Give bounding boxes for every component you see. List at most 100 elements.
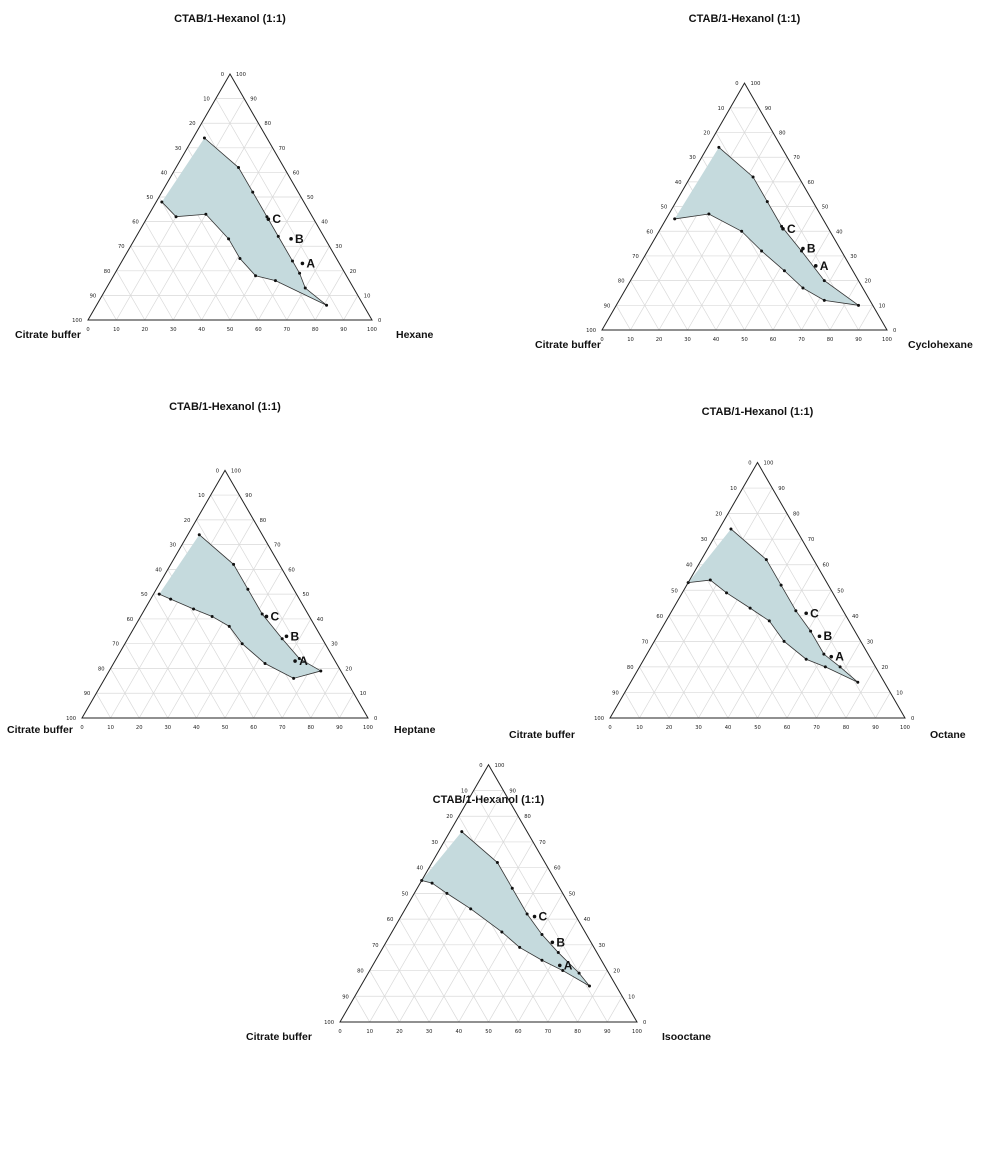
tick-label-bottom: 100	[882, 337, 892, 343]
vertex-label-right: Heptane	[394, 724, 436, 736]
grid-line	[215, 98, 344, 321]
tick-label-left: 80	[98, 666, 105, 672]
point-c	[781, 227, 785, 231]
boundary-point	[804, 657, 808, 661]
boundary-point	[169, 597, 173, 601]
tick-label-left: 60	[656, 614, 663, 620]
grid-line	[369, 970, 400, 1023]
tick-label-bottom: 70	[279, 725, 286, 731]
tick-label-left: 50	[671, 588, 678, 594]
tick-label-right: 40	[852, 614, 859, 620]
grid-line	[138, 618, 197, 719]
boundary-point	[445, 891, 449, 895]
phase-boundary-line	[688, 528, 859, 683]
tick-label-right: 50	[303, 592, 310, 598]
tick-label-left: 30	[689, 155, 696, 161]
chart-title: CTAB/1-Hexanol (1:1)	[433, 794, 545, 806]
point-label-a: A	[306, 256, 315, 270]
tick-label-right: 40	[321, 220, 328, 226]
tick-label-bottom: 90	[340, 327, 347, 333]
boundary-point	[838, 665, 842, 669]
microemulsion-region	[159, 534, 321, 679]
grid-line	[95, 693, 111, 719]
tick-label-bottom: 30	[684, 337, 691, 343]
tick-label-right: 10	[628, 994, 635, 1000]
tick-label-left: 50	[146, 195, 153, 201]
tick-label-left: 80	[357, 969, 364, 975]
grid-line	[413, 893, 489, 1023]
boundary-point	[227, 624, 231, 628]
grid-line	[639, 666, 670, 719]
boundary-point	[469, 907, 473, 911]
grid-line	[672, 206, 745, 331]
point-a	[293, 659, 297, 663]
tick-label-left: 90	[90, 293, 97, 299]
tick-label-right: 90	[778, 486, 785, 492]
point-label-b: B	[295, 232, 304, 246]
grid-line	[858, 305, 874, 331]
boundary-point	[290, 259, 294, 263]
point-label-c: C	[270, 609, 279, 623]
grid-line	[343, 295, 359, 321]
tick-label-bottom: 0	[600, 337, 603, 343]
tick-label-left: 90	[84, 691, 91, 697]
point-a	[813, 264, 818, 268]
tick-label-bottom: 10	[627, 337, 634, 343]
tick-label-bottom: 10	[366, 1029, 373, 1035]
tick-label-left: 90	[604, 303, 611, 309]
tick-label-bottom: 70	[813, 725, 820, 731]
tick-label-right: 20	[882, 665, 889, 671]
microemulsion-region	[421, 831, 590, 986]
tick-label-right: 70	[793, 155, 800, 161]
ternary-panel-hexane: CTAB/1-Hexanol (1:1) 0 0 0 10 10 10 20 20 20 30 30 3…	[15, 13, 433, 341]
boundary-point	[587, 984, 591, 988]
tick-label-right: 10	[879, 303, 886, 309]
tick-label-bottom: 0	[338, 1029, 341, 1035]
grid-line	[488, 893, 564, 1023]
point-label-c: C	[810, 606, 819, 620]
tick-label-bottom: 0	[80, 725, 83, 731]
tick-label-right: 20	[345, 666, 352, 672]
point-label-c: C	[272, 212, 281, 226]
tick-label-left: 70	[118, 244, 125, 250]
triangle-outline	[601, 82, 888, 331]
tick-label-bottom: 50	[754, 725, 761, 731]
boundary-point	[197, 533, 201, 537]
tick-label-left: 100	[586, 328, 596, 334]
tick-label-bottom: 40	[713, 337, 720, 343]
boundary-point	[800, 249, 803, 253]
boundary-point	[174, 215, 178, 219]
tick-label-right: 0	[378, 318, 381, 324]
tick-label-right: 0	[893, 328, 896, 334]
boundary-point	[325, 303, 329, 307]
tick-label-left: 0	[221, 72, 224, 78]
tick-label-bottom: 40	[455, 1029, 462, 1035]
tick-label-bottom: 40	[193, 725, 200, 731]
point-label-a: A	[564, 958, 573, 972]
tick-label-left: 10	[198, 493, 205, 499]
tick-label-right: 90	[765, 106, 772, 112]
tick-label-bottom: 50	[227, 327, 234, 333]
triangle-outline	[87, 73, 373, 321]
boundary-point	[157, 592, 161, 596]
point-label-b: B	[290, 629, 299, 643]
tick-label-bottom: 60	[250, 725, 257, 731]
tick-label-bottom: 50	[741, 337, 748, 343]
boundary-point	[809, 629, 813, 633]
boundary-point	[227, 237, 231, 241]
tick-label-left: 90	[612, 690, 619, 696]
tick-label-left: 60	[646, 229, 653, 235]
point-a	[829, 654, 834, 659]
tick-label-bottom: 30	[695, 725, 702, 731]
tick-label-left: 60	[387, 917, 394, 923]
tick-label-right: 20	[350, 269, 357, 275]
tick-label-bottom: 70	[545, 1029, 552, 1035]
phase-boundary-line	[421, 831, 590, 987]
boundary-point	[495, 861, 499, 865]
boundary-point	[210, 614, 214, 618]
boundary-point	[297, 657, 301, 661]
boundary-point	[765, 200, 769, 204]
tick-label-left: 10	[203, 97, 210, 103]
tick-label-left: 80	[627, 665, 634, 671]
boundary-point	[276, 234, 280, 238]
